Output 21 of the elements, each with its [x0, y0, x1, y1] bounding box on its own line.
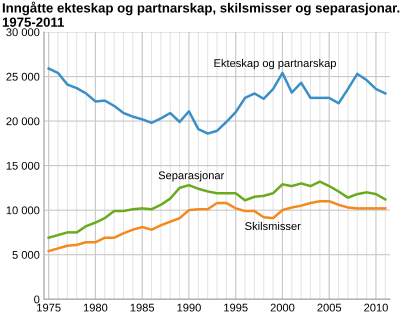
x-tick-label: 1980: [84, 304, 108, 312]
y-tick-label: 5 000: [12, 250, 40, 259]
chart-title: Inngåtte ekteskap og partnarskap, skilsmisser og separasjonar. 1975-2011: [2, 2, 400, 27]
series-label: Ekteskap og partnarskap: [214, 58, 336, 70]
x-tick-label: 1985: [130, 304, 154, 312]
x-tick-label: 1975: [37, 304, 61, 312]
y-tick-label: 15 000: [6, 162, 40, 170]
line-series: [47, 200, 387, 252]
y-tick-label: 10 000: [6, 206, 40, 214]
series-label: Separasjonar: [158, 171, 224, 182]
y-tick-label: 0: [34, 295, 40, 304]
y-tick-label: 30 000: [6, 28, 40, 36]
x-tick-label: 2005: [317, 304, 342, 312]
y-tick-label: 20 000: [6, 117, 40, 126]
x-tick-label: 1995: [224, 304, 248, 312]
y-tick-label: 25 000: [6, 72, 40, 81]
x-tick-label: 2000: [270, 304, 294, 312]
series-label: Skilsmisser: [245, 222, 301, 230]
x-tick-label: 1990: [177, 304, 201, 312]
line-series: [47, 180, 387, 239]
x-tick-label: 2010: [364, 304, 388, 312]
